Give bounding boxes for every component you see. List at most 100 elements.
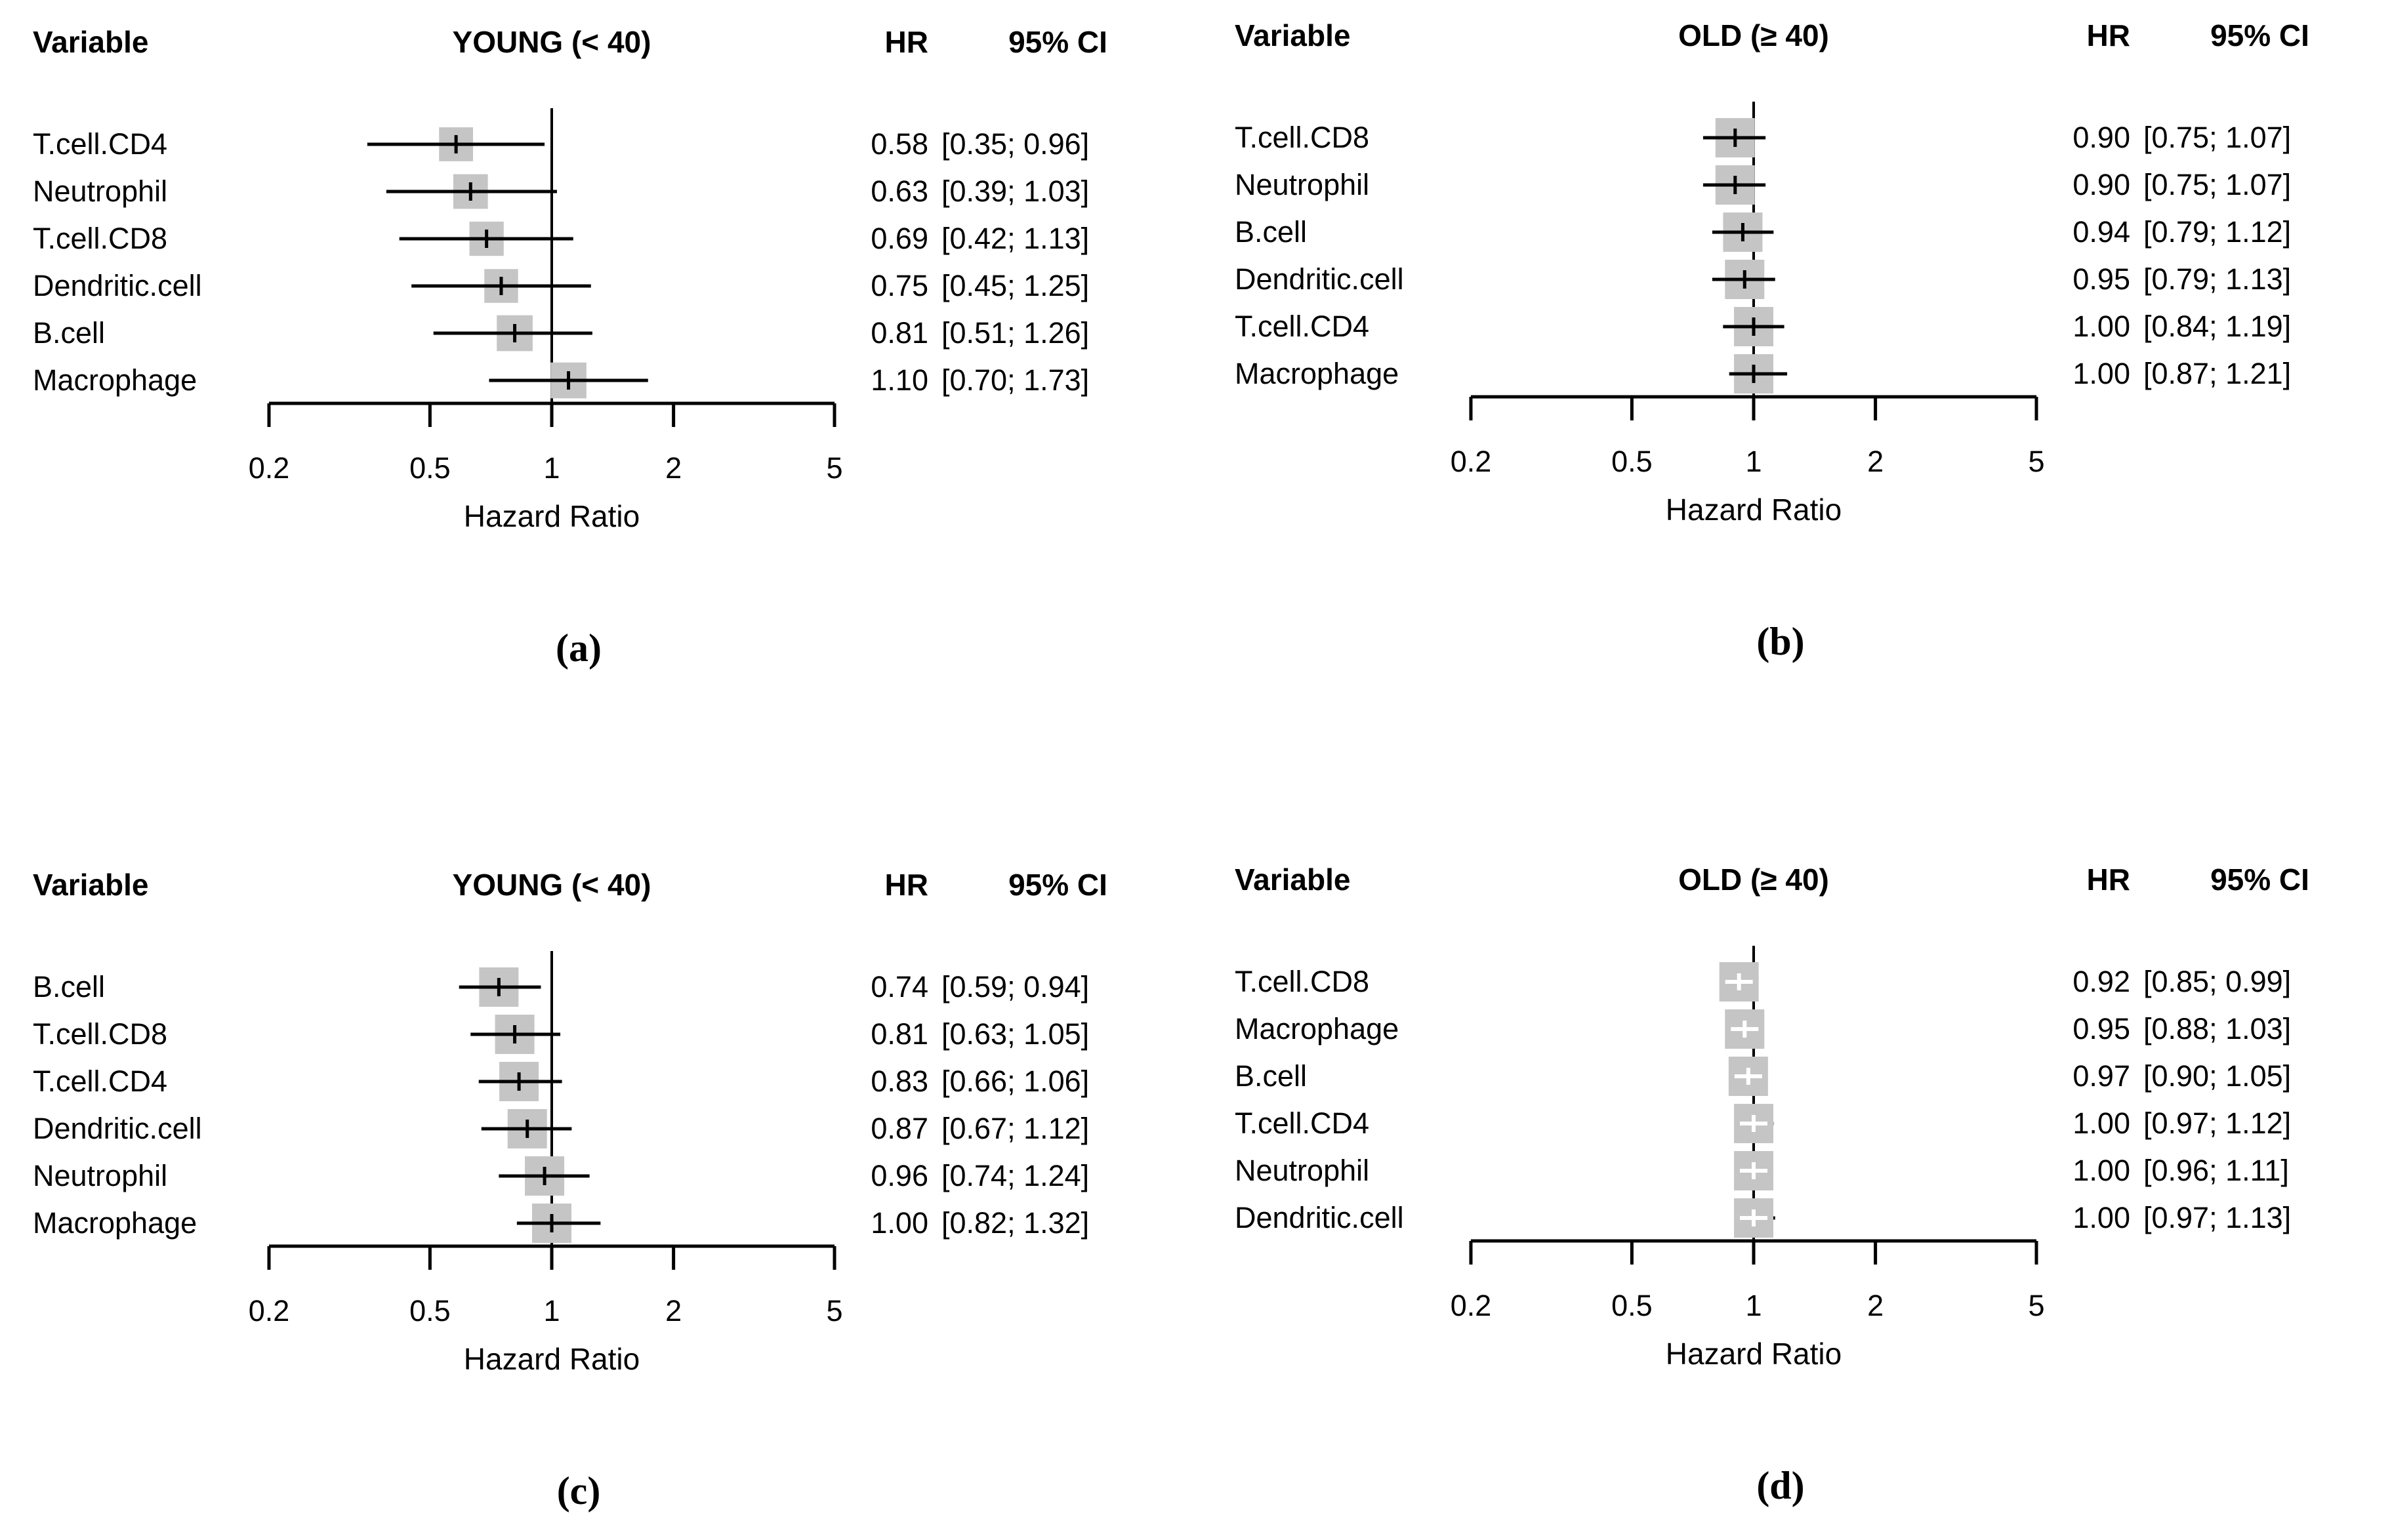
effect-marker-tick [513,324,517,342]
hr-column-header: HR [884,868,928,902]
x-axis-tick-label: 5 [826,1294,842,1327]
hr-value: 1.00 [2072,1106,2130,1140]
effect-marker-tick [499,277,503,295]
effect-marker-tick [454,135,458,153]
hr-value: 0.81 [871,316,928,350]
effect-marker-tick [468,182,472,201]
effect-marker-tick [485,230,489,248]
ci-value: [0.82; 1.32] [941,1206,1090,1240]
variable-label: Macrophage [1235,1012,1399,1045]
effect-marker-tick [526,1120,529,1138]
variable-label: Dendritic.cell [1235,1201,1404,1234]
x-axis-tick-label: 5 [2028,1289,2044,1322]
effect-marker-tick [1733,129,1737,147]
ci-value: [0.45; 1.25] [941,269,1090,302]
hr-column-header: HR [2086,862,2130,897]
ci-value: [0.51; 1.26] [941,316,1090,350]
ci-value: [0.88; 1.03] [2143,1012,2292,1045]
ci-value: [0.59; 0.94] [941,970,1090,1003]
variable-label: Neutrophil [33,174,168,208]
hr-value: 0.92 [2072,965,2130,998]
variable-column-header: Variable [33,25,149,59]
panel-letter: (b) [1756,620,1805,663]
ci-value: [0.63; 1.05] [941,1017,1090,1051]
panel-letter: (a) [556,626,602,670]
hr-value: 0.83 [871,1064,928,1098]
ci-value: [0.39; 1.03] [941,174,1090,208]
x-axis-tick-label: 5 [826,451,842,485]
variable-label: T.cell.CD4 [33,127,168,161]
variable-label: B.cell [1235,215,1308,249]
effect-marker-tick [550,1214,554,1232]
ci-value: [0.97; 1.13] [2143,1201,2292,1234]
group-title: OLD (≥ 40) [1678,862,1829,897]
ci-value: [0.67; 1.12] [941,1112,1090,1145]
x-axis-tick-label: 0.5 [409,1294,451,1327]
variable-label: T.cell.CD8 [1235,121,1370,154]
effect-marker-tick [567,371,571,390]
hr-value: 1.00 [2072,1201,2130,1234]
effect-marker-tick [1742,270,1746,289]
hr-value: 1.00 [2072,357,2130,390]
effect-marker-tick [1733,176,1737,194]
ci-column-header: 95% CI [1008,25,1107,59]
hr-value: 0.63 [871,174,928,208]
variable-label: T.cell.CD8 [1235,965,1370,998]
effect-marker-plus-v [1742,1021,1747,1038]
panel-a: Variable YOUNG (< 40) HR 95% CI 0.2 0.5 1 2 5 T.c… [13,10,1187,705]
variable-label: Macrophage [33,363,197,397]
x-axis-tick-label: 0.2 [249,1294,290,1327]
group-title: YOUNG (< 40) [452,25,651,59]
x-axis-tick-label: 0.2 [1451,1289,1492,1322]
x-axis-tick-label: 1 [543,1294,560,1327]
variable-label: T.cell.CD8 [33,1017,168,1051]
effect-marker-tick [1752,317,1756,336]
variable-column-header: Variable [1235,862,1351,897]
ci-value: [0.66; 1.06] [941,1064,1090,1098]
hr-value: 0.69 [871,222,928,255]
variable-label: Dendritic.cell [33,1112,202,1145]
forest-plot-area: 0.2 0.5 1 2 5 [1451,946,2045,1322]
variable-label: Neutrophil [1235,168,1370,201]
variable-label: B.cell [1235,1059,1308,1093]
ci-value: [0.75; 1.07] [2143,168,2292,201]
ci-value: [0.96; 1.11] [2143,1154,2289,1187]
group-title: YOUNG (< 40) [452,868,651,902]
x-axis-title: Hazard Ratio [463,1342,640,1376]
group-title: OLD (≥ 40) [1678,18,1829,52]
hr-value: 0.75 [871,269,928,302]
ci-column-header: 95% CI [2210,862,2309,897]
ci-value: [0.85; 0.99] [2143,965,2292,998]
hr-value: 0.90 [2072,168,2130,201]
ci-value: [0.79; 1.12] [2143,215,2292,249]
hr-value: 0.74 [871,970,928,1003]
effect-marker-plus-v [1737,973,1741,990]
ci-value: [0.75; 1.07] [2143,121,2292,154]
forest-plot-area: 0.2 0.5 1 2 5 [249,951,843,1327]
x-axis-tick-label: 0.5 [409,451,451,485]
effect-marker-tick [543,1167,546,1185]
x-axis-title: Hazard Ratio [1665,493,1842,527]
effect-marker-plus-v [1752,1115,1756,1132]
hr-value: 0.95 [2072,1012,2130,1045]
variable-label: Macrophage [33,1206,197,1240]
hr-value: 0.87 [871,1112,928,1145]
ci-value: [0.70; 1.73] [941,363,1090,397]
panel-letter: (d) [1756,1464,1805,1507]
variable-label: T.cell.CD4 [1235,310,1370,343]
variable-label: Macrophage [1235,357,1399,390]
variable-label: Dendritic.cell [33,269,202,302]
x-axis-tick-label: 0.5 [1611,1289,1653,1322]
panel-c: Variable YOUNG (< 40) HR 95% CI 0.2 0.5 1 2 5 B.c… [13,853,1187,1540]
x-axis-tick-label: 2 [1867,1289,1884,1322]
hr-value: 0.81 [871,1017,928,1051]
panel-b: Variable OLD (≥ 40) HR 95% CI 0.2 0.5 1 2 5 T.cel… [1215,3,2389,699]
effect-marker-tick [497,978,501,996]
hr-value: 1.00 [2072,310,2130,343]
panel-d: Variable OLD (≥ 40) HR 95% CI 0.2 0.5 1 2 5 T.cel… [1215,847,2389,1540]
ci-value: [0.79; 1.13] [2143,262,2292,296]
variable-column-header: Variable [33,868,149,902]
ci-column-header: 95% CI [2210,18,2309,52]
x-axis-tick-label: 0.2 [249,451,290,485]
